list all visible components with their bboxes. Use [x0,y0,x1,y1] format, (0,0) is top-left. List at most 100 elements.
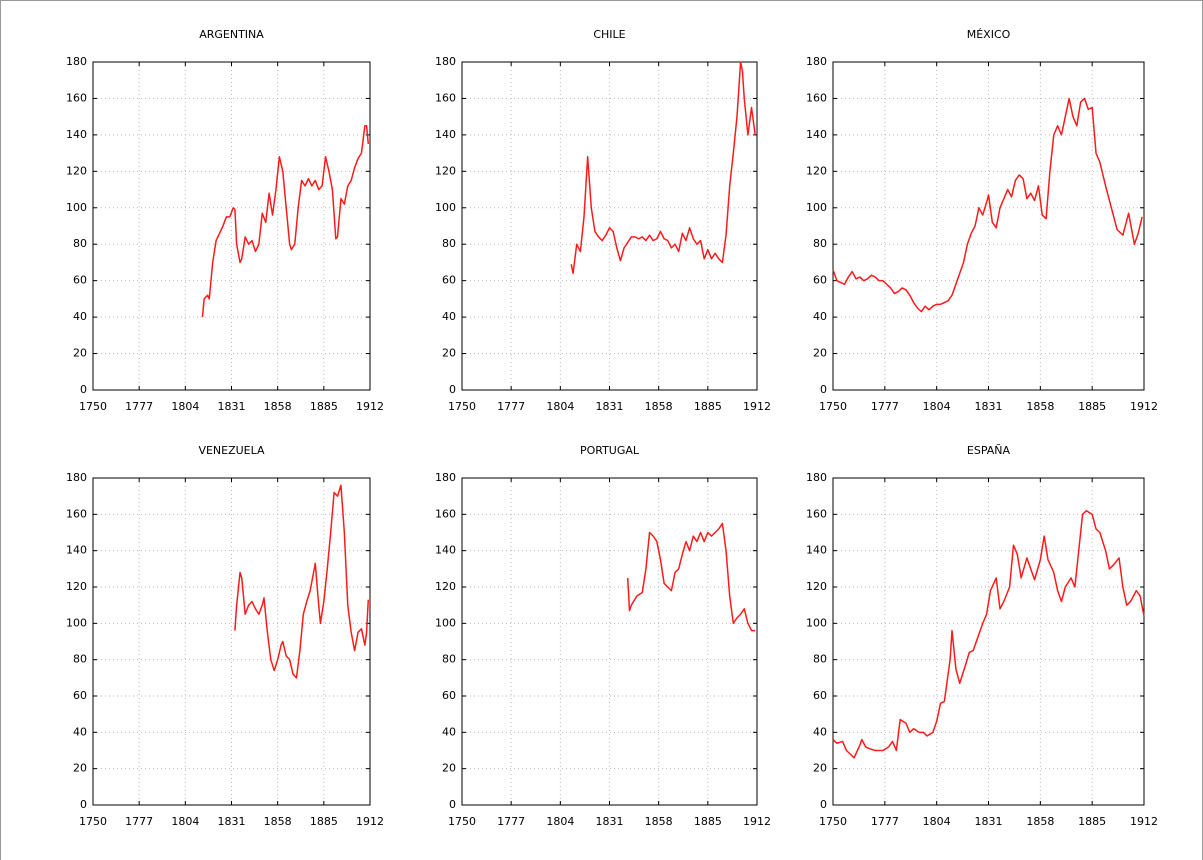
y-tick-label: 100 [435,616,456,629]
y-tick-label: 100 [66,616,87,629]
panel-title: PORTUGAL [580,444,640,457]
y-tick-label: 80 [813,653,827,666]
x-tick-label: 1831 [218,400,246,413]
x-tick-label: 1777 [497,400,525,413]
y-tick-label: 100 [66,201,87,214]
x-tick-label: 1804 [546,400,574,413]
y-tick-label: 120 [435,164,456,177]
y-tick-label: 140 [66,128,87,141]
x-tick-label: 1858 [645,815,673,828]
x-tick-label: 1831 [218,815,246,828]
y-tick-label: 140 [806,544,827,557]
x-tick-label: 1777 [871,815,899,828]
y-tick-label: 100 [806,201,827,214]
y-tick-label: 0 [80,798,87,811]
y-tick-label: 60 [73,689,87,702]
x-tick-label: 1912 [356,400,384,413]
y-tick-label: 140 [66,544,87,557]
y-tick-label: 80 [73,653,87,666]
x-tick-label: 1912 [356,815,384,828]
x-tick-label: 1750 [79,400,107,413]
x-tick-label: 1858 [1026,400,1054,413]
x-tick-label: 1777 [497,815,525,828]
y-tick-label: 180 [66,55,87,68]
y-tick-label: 20 [73,347,87,360]
y-tick-label: 60 [73,274,87,287]
y-tick-label: 60 [813,274,827,287]
y-tick-label: 160 [435,507,456,520]
plot-frame [461,61,758,391]
x-tick-label: 1750 [448,400,476,413]
panel-title: MÉXICO [967,28,1011,41]
y-tick-label: 160 [66,91,87,104]
y-tick-label: 40 [813,725,827,738]
y-tick-label: 120 [66,580,87,593]
x-tick-label: 1912 [1130,400,1158,413]
y-tick-label: 80 [442,653,456,666]
data-line [626,522,756,632]
y-tick-label: 80 [813,237,827,250]
y-tick-label: 120 [806,580,827,593]
y-tick-label: 60 [442,689,456,702]
y-tick-label: 120 [435,580,456,593]
y-tick-label: 160 [806,507,827,520]
y-tick-label: 140 [806,128,827,141]
data-line [832,97,1143,313]
x-tick-label: 1858 [645,400,673,413]
x-tick-label: 1750 [448,815,476,828]
x-tick-label: 1831 [975,815,1003,828]
y-tick-label: 0 [449,798,456,811]
x-tick-label: 1912 [743,815,771,828]
x-tick-label: 1750 [79,815,107,828]
x-tick-label: 1804 [171,815,199,828]
plot-frame [832,61,1145,391]
x-tick-label: 1804 [923,815,951,828]
y-tick-label: 20 [813,347,827,360]
y-tick-label: 40 [73,725,87,738]
y-tick-label: 160 [806,91,827,104]
panel-title: CHILE [593,28,625,41]
y-tick-label: 20 [442,347,456,360]
x-tick-label: 1831 [596,400,624,413]
y-tick-label: 180 [806,471,827,484]
x-tick-label: 1777 [125,815,153,828]
plot-frame [92,61,371,391]
x-tick-label: 1885 [694,815,722,828]
x-tick-label: 1885 [1078,400,1106,413]
y-tick-label: 80 [442,237,456,250]
y-tick-label: 180 [66,471,87,484]
y-tick-label: 60 [442,274,456,287]
x-tick-label: 1804 [923,400,951,413]
y-tick-label: 180 [806,55,827,68]
x-tick-label: 1912 [743,400,771,413]
data-line [234,484,370,679]
y-tick-label: 0 [820,383,827,396]
y-tick-label: 100 [806,616,827,629]
y-tick-label: 20 [442,762,456,775]
x-tick-label: 1885 [1078,815,1106,828]
x-tick-label: 1858 [264,815,292,828]
y-tick-label: 40 [813,310,827,323]
x-tick-label: 1804 [546,815,574,828]
x-tick-label: 1750 [819,400,847,413]
x-tick-label: 1885 [310,400,338,413]
y-tick-label: 160 [435,91,456,104]
x-tick-label: 1858 [264,400,292,413]
y-tick-label: 120 [806,164,827,177]
y-tick-label: 180 [435,55,456,68]
y-tick-label: 40 [73,310,87,323]
y-tick-label: 40 [442,725,456,738]
y-tick-label: 160 [66,507,87,520]
x-tick-label: 1912 [1130,815,1158,828]
x-tick-label: 1831 [596,815,624,828]
y-tick-label: 60 [813,689,827,702]
y-tick-label: 0 [80,383,87,396]
panel-title: VENEZUELA [198,444,265,457]
data-line [832,509,1145,759]
y-tick-label: 140 [435,544,456,557]
y-tick-label: 140 [435,128,456,141]
y-tick-label: 100 [435,201,456,214]
